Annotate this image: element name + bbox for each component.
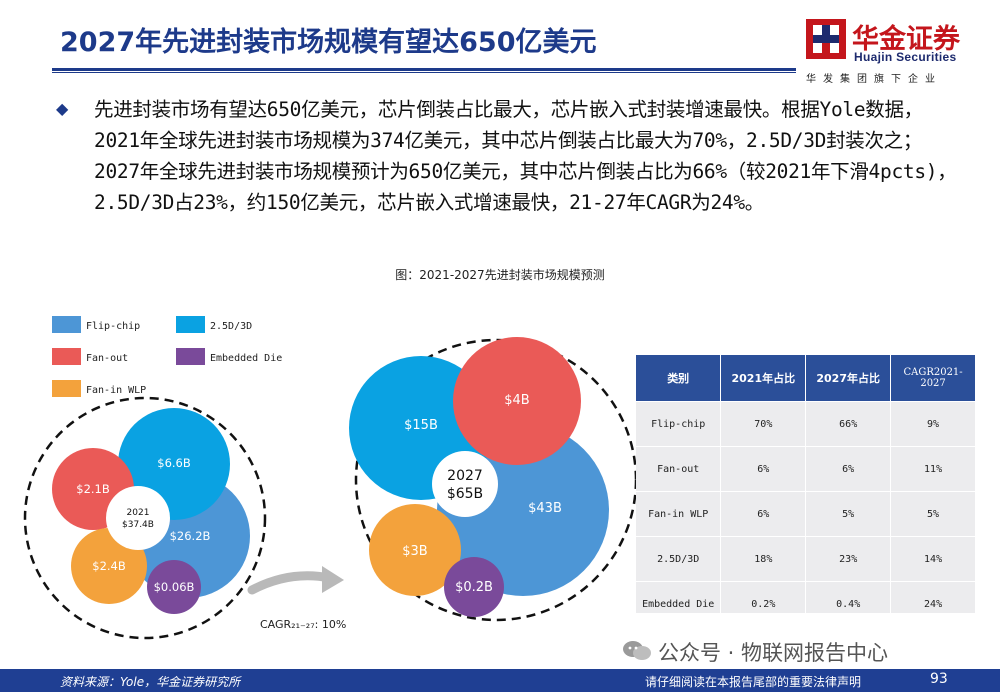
table-cell: 14% bbox=[890, 536, 976, 582]
table-cell: 2.5D/3D bbox=[636, 536, 722, 582]
table-header: 类别 bbox=[636, 355, 722, 402]
bubble-label-2027-faninwlp: $3B bbox=[402, 544, 427, 559]
table-header: CAGR2021-2027 bbox=[890, 355, 976, 402]
center-total-label-2027-1: $65B bbox=[447, 486, 483, 502]
bubble-2027-fanout bbox=[453, 337, 581, 465]
center-total-label-2021-1: $37.4B bbox=[122, 520, 154, 530]
summary-paragraph: 先进封装市场有望达650亿美元，芯片倒装占比最大，芯片嵌入式封装增速最快。根据Y… bbox=[94, 98, 957, 214]
wechat-icon bbox=[623, 641, 651, 660]
table-cell: Embedded Die bbox=[636, 581, 722, 626]
table-cell: 5% bbox=[890, 491, 976, 537]
bubble-2027-faninwlp bbox=[369, 504, 461, 596]
table-cell: Fan-out bbox=[636, 446, 722, 492]
table-cell: 6% bbox=[720, 491, 807, 537]
table-cell: 0.2% bbox=[720, 581, 807, 626]
legend-label-0: Flip-chip bbox=[86, 321, 140, 332]
figure-caption: 图：2021-2027先进封装市场规模预测 bbox=[395, 268, 605, 282]
table-cell: 0.4% bbox=[805, 581, 892, 626]
table-cell: 70% bbox=[720, 401, 807, 447]
bubble-label-2027-flipchip: $43B bbox=[528, 501, 562, 516]
share-table: 类别 2021年占比 2027年占比 CAGR2021-2027 Flip-ch… bbox=[636, 355, 976, 626]
center-total-circle-2027 bbox=[432, 451, 498, 517]
bubble-label-2021-fanout: $2.1B bbox=[76, 482, 110, 496]
logo-subtitle: 华发集团旗下企业 bbox=[806, 74, 942, 85]
table-row: Fan-in WLP 6% 5% 5% bbox=[636, 491, 976, 537]
footer-source: 资料来源：Yole，华金证券研究所 bbox=[60, 675, 241, 689]
company-logo: 华金证券 Huajin Securities 华发集团旗下企业 bbox=[806, 17, 986, 87]
table-cell: 18% bbox=[720, 536, 807, 582]
legend-label-4: Fan-in WLP bbox=[86, 385, 146, 396]
diamond-bullet-icon: ◆ bbox=[56, 99, 69, 118]
page-title: 2027年先进封装市场规模有望达650亿美元 bbox=[60, 27, 597, 58]
bubble-label-2027-embeddeddie: $0.2B bbox=[455, 580, 493, 595]
table-row: 2.5D/3D 18% 23% 14% bbox=[636, 536, 976, 582]
bubbles-2021: $26.2B $6.6B $2.1B $2.4B $0.06B 2021 $37.4B bbox=[23, 396, 267, 640]
table-cell: Flip-chip bbox=[636, 401, 722, 447]
table-cell: 24% bbox=[890, 581, 976, 626]
footer-disclaimer: 请仔细阅读在本报告尾部的重要法律声明 bbox=[645, 675, 862, 689]
cagr-label: CAGR₂₁₋₂₇: 10% bbox=[260, 618, 346, 631]
bubble-2021-embeddeddie bbox=[147, 560, 201, 614]
table-cell: 6% bbox=[720, 446, 807, 492]
footer-bar bbox=[0, 669, 1000, 692]
bubbles-2027: $43B $15B $4B $3B $0.2B 2027 $65B bbox=[349, 337, 638, 622]
legend-swatch-1 bbox=[176, 316, 205, 333]
title-divider bbox=[52, 68, 796, 71]
chart-legend: Flip-chip 2.5D/3D Fan-out Embedded Die Fan-i… bbox=[52, 316, 282, 397]
outer-dashed-ring-2021 bbox=[23, 396, 267, 640]
table-cell: 11% bbox=[890, 446, 976, 492]
table-cell: 5% bbox=[805, 491, 892, 537]
table-cell: 23% bbox=[805, 536, 892, 582]
legend-swatch-2 bbox=[52, 348, 81, 365]
table-cell: 66% bbox=[805, 401, 892, 447]
table-cell: 9% bbox=[890, 401, 976, 447]
table-row: Flip-chip 70% 66% 9% bbox=[636, 401, 976, 447]
title-divider-thin bbox=[52, 72, 796, 73]
legend-label-2: Fan-out bbox=[86, 353, 128, 364]
watermark-text: 公众号 · 物联网报告中心 bbox=[658, 641, 889, 665]
legend-label-1: 2.5D/3D bbox=[210, 321, 252, 332]
huajin-logo-icon bbox=[806, 19, 846, 59]
center-total-circle-2021 bbox=[106, 486, 170, 550]
table-cell: 6% bbox=[805, 446, 892, 492]
legend-swatch-4 bbox=[52, 380, 81, 397]
logo-chinese-name: 华金证券 bbox=[852, 24, 960, 55]
table-cell: Fan-in WLP bbox=[636, 491, 722, 537]
growth-arrow bbox=[247, 566, 344, 595]
page-number: 93 bbox=[930, 671, 948, 687]
bubble-label-2027-25d3d: $15B bbox=[404, 418, 438, 433]
center-total-label-2027-0: 2027 bbox=[447, 468, 483, 484]
bubble-label-2021-faninwlp: $2.4B bbox=[92, 559, 126, 573]
legend-swatch-3 bbox=[176, 348, 205, 365]
center-total-label-2021-0: 2021 bbox=[127, 508, 150, 518]
table-header: 2027年占比 bbox=[805, 355, 892, 402]
bubble-label-2027-fanout: $4B bbox=[504, 393, 529, 408]
share-table-panel: 类别 2021年占比 2027年占比 CAGR2021-2027 Flip-ch… bbox=[636, 355, 976, 626]
logo-english-name: Huajin Securities bbox=[854, 50, 957, 64]
bubble-label-2021-embeddeddie: $0.06B bbox=[154, 580, 195, 594]
bubble-label-2021-25d3d: $6.6B bbox=[157, 456, 191, 470]
bubble-label-2021-flipchip: $26.2B bbox=[170, 529, 211, 543]
legend-swatch-0 bbox=[52, 316, 81, 333]
table-row: Embedded Die 0.2% 0.4% 24% bbox=[636, 581, 976, 626]
table-row: Fan-out 6% 6% 11% bbox=[636, 446, 976, 492]
bubble-2027-embeddeddie bbox=[444, 557, 504, 617]
table-header: 2021年占比 bbox=[720, 355, 807, 402]
legend-label-3: Embedded Die bbox=[210, 353, 282, 364]
